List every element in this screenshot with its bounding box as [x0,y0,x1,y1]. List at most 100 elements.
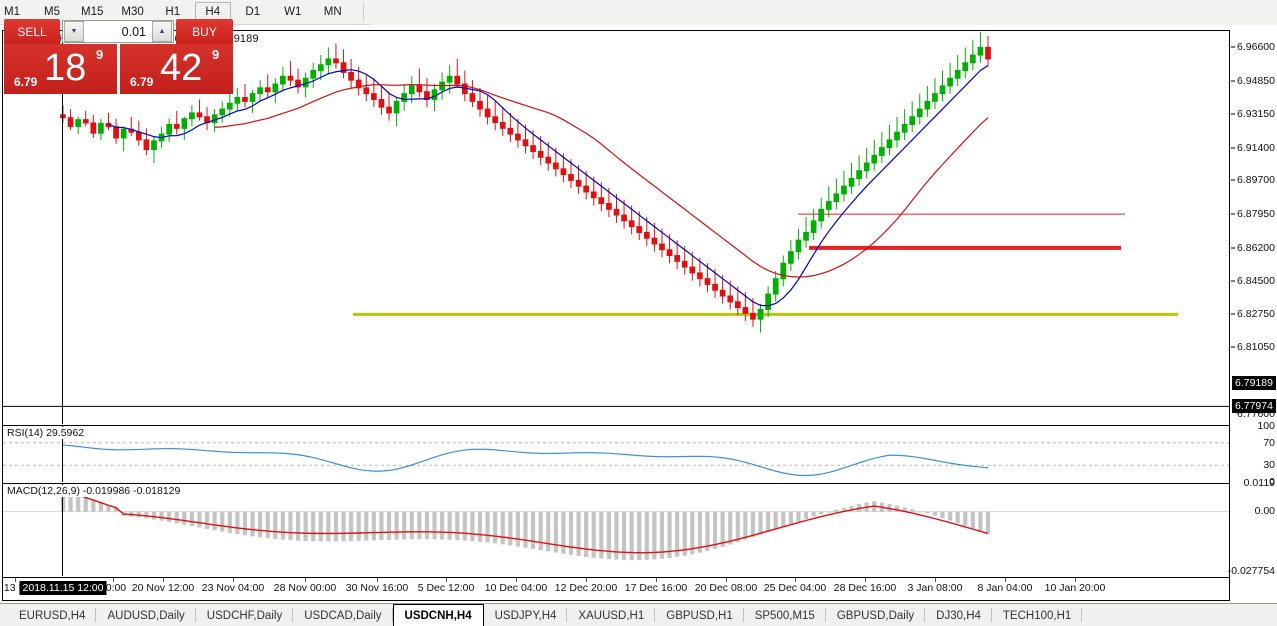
price-pane[interactable] [3,31,1229,424]
symbol-tab-label: SP500,M15 [754,609,815,622]
chart-area[interactable]: ▲USDCNH,H4 6.78871 6.79225 6.78741 6.791… [2,30,1230,601]
rsi-pane[interactable]: RSI(14) 29.5962 [3,425,1229,482]
timeframe-button-m30[interactable]: M30 [121,6,144,18]
price-scale-tick-mark [1231,346,1235,348]
one-click-trading-panel[interactable]: SELL ▼ 0.01 ▲ BUY 6.79 18 9 6.79 42 9 [4,17,233,94]
crosshair-vertical-line-macd [62,484,63,576]
time-axis-label: 12 Dec 20:00 [554,582,618,594]
timeframe-button-m5[interactable]: M5 [44,6,60,18]
time-axis-label: 30 Nov 16:00 [345,582,409,594]
time-axis-tick [15,578,16,582]
symbol-tab-tech100-h1[interactable]: TECH100,H1 [992,605,1083,626]
sell-price-prefix: 6.79 [14,75,38,89]
time-axis-label: 10 Jan 20:00 [1044,582,1106,594]
price-scale-tick: 6.96600 [1237,41,1275,54]
symbol-tab-label: XAUUSD,H1 [578,609,645,622]
sell-price-pips: 18 [44,47,87,89]
volume-stepper[interactable]: ▼ 0.01 ▲ [62,20,174,43]
symbol-tab-gbpusd-daily[interactable]: GBPUSD,Daily [826,605,926,626]
crosshair-vertical-line [62,31,63,424]
rsi-scale-tick: 100 [1257,420,1275,432]
bid-price-tag: 6.77974 [1232,399,1276,414]
symbol-tab-sp500-m15[interactable]: SP500,M15 [744,605,826,626]
volume-increment-icon[interactable]: ▲ [152,21,172,42]
tab-divider [824,608,826,622]
rsi-label: RSI(14) 29.5962 [7,427,87,439]
time-axis-label: 20 Nov 12:00 [131,582,195,594]
price-scale-tick: 6.84500 [1237,274,1275,287]
volume-decrement-icon[interactable]: ▼ [64,21,84,42]
time-axis-tick [726,578,727,582]
symbol-tab-bar[interactable]: EURUSD,H4 AUDUSD,Daily USDCHF,Daily USDCAD,… [0,603,1277,626]
macd-scale-tick: -0.027754 [1227,565,1275,577]
price-scale-tick: 6.93150 [1237,107,1275,120]
trade-panel-price-row: 6.79 18 9 6.79 42 9 [4,44,233,94]
buy-tab-button[interactable]: BUY [176,19,233,44]
buy-price-prefix: 6.79 [130,75,154,89]
timeframe-button-w1[interactable]: W1 [284,6,302,18]
price-scale-tick: 6.94850 [1237,75,1275,88]
sell-price-button[interactable]: 6.79 18 9 [4,44,117,94]
timeframe-button-m1[interactable]: M1 [4,6,20,18]
time-axis-label: 17 Dec 16:00 [624,582,688,594]
rsi-scale-tick: 30 [1263,459,1275,472]
price-scale-tick-mark [1231,80,1235,82]
price-scale-tick-mark [1231,313,1235,315]
symbol-tab-usdcad-daily[interactable]: USDCAD,Daily [293,605,393,626]
time-axis-tick [113,578,114,582]
price-scale-tick: 6.86200 [1237,241,1275,254]
symbol-tab-label: USDCAD,Daily [304,609,382,622]
price-scale-tick: 6.91400 [1237,141,1275,154]
timeframe-button-mn[interactable]: MN [323,6,342,18]
timeframe-toolbar: M1 M5 M15 M30 H1 H4 D1 W1 MN [0,0,1277,25]
symbol-tab-label: USDCHF,Daily [206,609,283,622]
tab-divider [292,608,294,622]
macd-pane[interactable]: MACD(12,26,9) -0.019986 -0.018129 [3,483,1229,576]
tab-divider [924,608,926,622]
tab-divider [990,608,992,622]
symbol-tab-usdcnh-h4[interactable]: USDCNH,H4 [392,604,484,626]
price-scale[interactable]: 6.96600 6.94850 6.93150 6.91400 6.89700 6.879… [1227,30,1277,601]
time-axis-label: 23 Nov 04:00 [201,582,265,594]
macd-scale-tick: 0.0119 [1243,477,1275,489]
time-axis-label: 25 Dec 04:00 [763,582,827,594]
tab-divider [194,608,196,622]
symbol-tab-dj30-h4[interactable]: DJ30,H4 [925,605,992,626]
time-axis-label: 10 Dec 04:00 [484,582,548,594]
price-scale-tick: 6.82750 [1237,308,1275,321]
rsi-scale-tick: 70 [1263,436,1275,449]
time-axis-tick [795,578,796,582]
crosshair-time-label: 2018.11.15 12:00 [19,581,107,595]
rsi-scale-tick: 0 [1269,476,1275,488]
price-scale-tick: 6.81050 [1237,341,1275,354]
time-axis-tick [446,578,447,582]
symbol-tab-eurusd-h4[interactable]: EURUSD,H4 [8,605,97,626]
symbol-tab-label: EURUSD,H4 [19,609,86,622]
price-scale-tick: 6.89700 [1237,174,1275,187]
time-axis-label: 20 Dec 08:00 [694,582,758,594]
time-axis-label: 28 Dec 16:00 [833,582,897,594]
rsi-plot [3,442,1229,477]
timeframe-button-d1[interactable]: D1 [245,6,261,18]
timeframe-button-h1[interactable]: H1 [165,6,181,18]
price-scale-tick: 6.87950 [1237,208,1275,221]
time-axis-tick [1005,578,1006,582]
volume-input[interactable]: 0.01 [121,24,146,39]
sell-tab-button[interactable]: SELL [4,19,60,44]
timeframe-button-m15[interactable]: M15 [81,6,104,18]
symbol-tab-gbpusd-h1[interactable]: GBPUSD,H1 [655,605,744,626]
time-axis-tick [163,578,164,582]
sell-price-fraction: 9 [96,47,104,62]
macd-plot [3,486,1229,561]
timeframe-button-h4[interactable]: H4 [194,1,231,23]
symbol-tab-label: DJ30,H4 [936,609,981,622]
time-axis-tick [1075,578,1076,582]
crosshair-vertical-line-rsi [62,426,63,482]
buy-price-button[interactable]: 6.79 42 9 [120,44,233,94]
symbol-tab-usdjpy-h4[interactable]: USDJPY,H4 [484,605,568,626]
symbol-tab-audusd-daily[interactable]: AUDUSD,Daily [96,605,196,626]
symbol-tab-usdchf-daily[interactable]: USDCHF,Daily [196,605,294,626]
buy-price-fraction: 9 [212,47,220,62]
symbol-tab-xauusd-h1[interactable]: XAUUSD,H1 [567,605,656,626]
